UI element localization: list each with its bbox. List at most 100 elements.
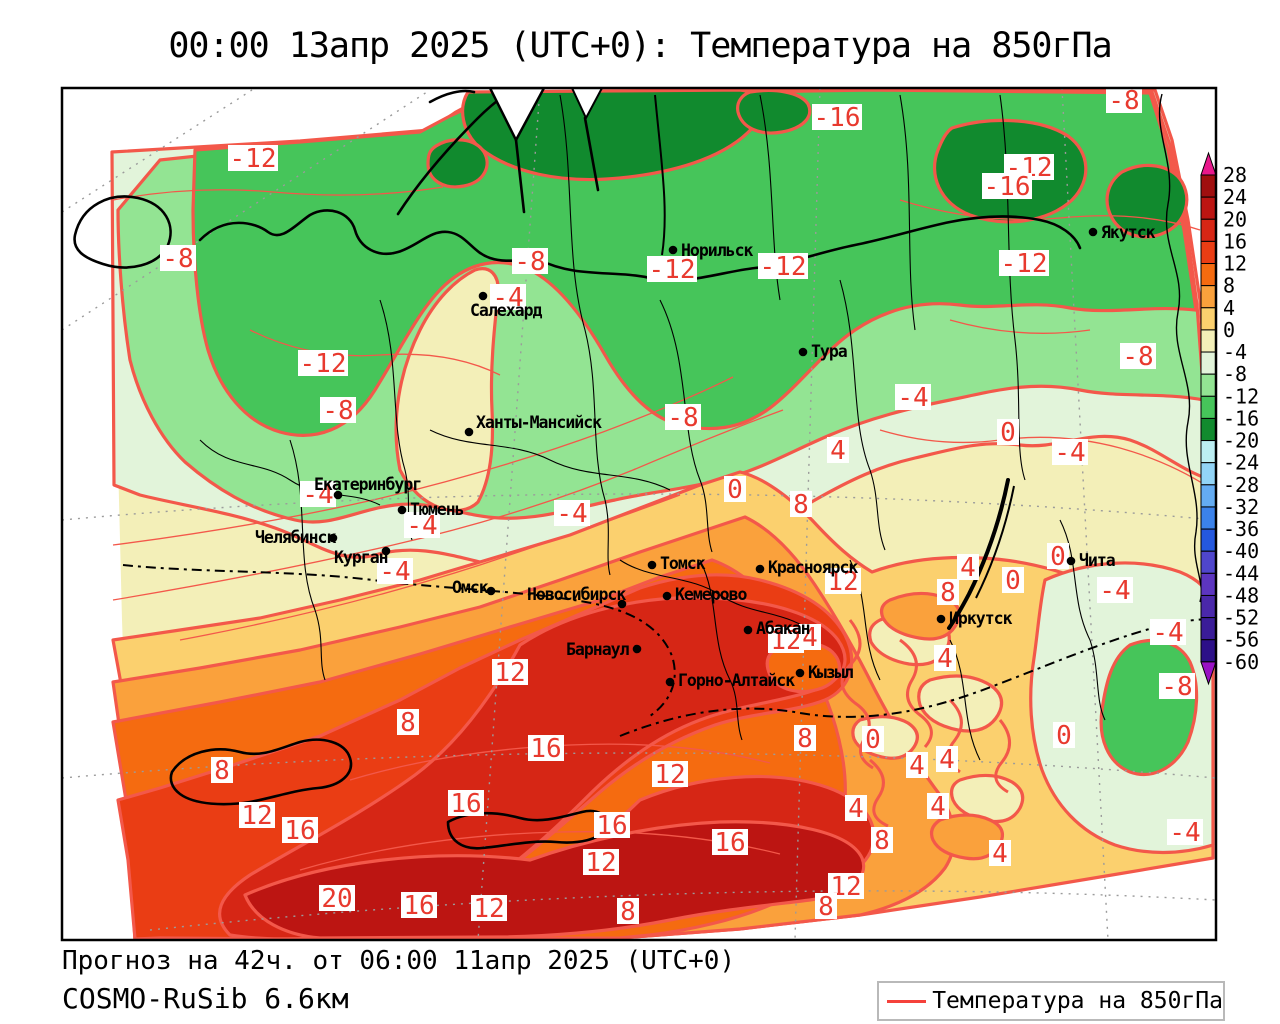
contour-label-box xyxy=(320,397,356,423)
contour-label: 8 xyxy=(793,490,809,520)
colorbar-band xyxy=(1200,417,1217,442)
contour-label-box xyxy=(862,726,884,752)
colorbar-label: 0 xyxy=(1223,318,1235,342)
coastline-island xyxy=(428,89,476,104)
colorbar-band xyxy=(1200,373,1217,397)
region-border xyxy=(899,94,916,331)
contour-label: 8 xyxy=(874,826,890,856)
contour-label-box xyxy=(827,437,849,463)
contour-line xyxy=(179,494,681,641)
colorbar-label: 8 xyxy=(1223,274,1235,298)
contour-label: 16 xyxy=(450,789,481,819)
city-marker xyxy=(795,668,805,678)
city-marker xyxy=(617,599,627,609)
colorbar-band xyxy=(1200,506,1217,530)
contour-label-box xyxy=(401,892,437,918)
city-marker xyxy=(1088,227,1098,237)
contour-label-box xyxy=(1002,567,1024,593)
region-border xyxy=(659,299,713,553)
contour-line xyxy=(994,719,1011,794)
river-yenisei xyxy=(654,94,666,256)
colorbar-label: -16 xyxy=(1223,406,1259,430)
city-label: Курган xyxy=(334,548,388,567)
contour-label: 4 xyxy=(830,436,846,466)
colorbar-band xyxy=(1200,572,1217,596)
colorbar-label: -52 xyxy=(1223,606,1259,630)
contour-label-box xyxy=(282,817,318,843)
contour-line xyxy=(112,186,444,201)
city-label: Кемерово xyxy=(675,585,748,604)
gulf-taz xyxy=(583,116,600,192)
contour-line xyxy=(299,831,781,871)
city-label: Тура xyxy=(811,342,847,361)
contour-label: -8 xyxy=(322,396,353,426)
contour-label: 12 xyxy=(473,894,504,924)
contour-label: -12 xyxy=(300,349,347,379)
contour-label: 16 xyxy=(403,891,434,921)
city-label: Горно-Алтайск xyxy=(678,671,795,690)
contour-label-box xyxy=(528,735,564,761)
contour-label: -4 xyxy=(379,557,410,587)
contour-label-box xyxy=(1120,343,1156,369)
colorbar-label: -36 xyxy=(1223,517,1259,541)
coastline xyxy=(198,209,542,263)
contour-label: 16 xyxy=(596,811,627,841)
contour-label: -4 xyxy=(1054,438,1085,468)
contour-label-box xyxy=(999,250,1049,276)
city-label: Иркутск xyxy=(949,609,1013,628)
contour-label: -16 xyxy=(984,172,1031,202)
contour-line xyxy=(112,376,734,546)
city-marker xyxy=(464,427,474,437)
lake-baikal-shore xyxy=(975,485,1015,599)
contour-label: 4 xyxy=(939,745,955,775)
contour-line xyxy=(249,329,501,376)
map-legend: Температура на 850гПа xyxy=(877,981,1225,1021)
colorbar-band xyxy=(1200,395,1217,419)
contour-label-box xyxy=(319,885,355,911)
legend-label: Температура на 850гПа xyxy=(932,988,1223,1014)
city-label: Чита xyxy=(1079,551,1115,570)
colorbar-band xyxy=(1200,639,1217,663)
colorbar-band xyxy=(1200,462,1217,486)
city-label: Норильск xyxy=(681,241,754,260)
contour-label: -4 xyxy=(406,511,437,541)
contour-label-box xyxy=(665,404,701,430)
colorbar-label: 12 xyxy=(1223,252,1247,276)
contour-label-box xyxy=(160,245,196,271)
colorbar-band xyxy=(1200,440,1217,464)
colorbar-label: -12 xyxy=(1223,384,1259,408)
contour-label: 12 xyxy=(827,567,858,597)
contour-label: -8 xyxy=(1122,342,1153,372)
contour-label-box xyxy=(812,104,862,130)
colorbar-label: -56 xyxy=(1223,628,1259,652)
contour-label: -8 xyxy=(1108,86,1139,116)
city-marker xyxy=(936,614,946,624)
colorbar-label: -24 xyxy=(1223,451,1259,475)
colorbar-label: -40 xyxy=(1223,539,1259,563)
contour-label-box xyxy=(895,384,931,410)
city-label: Барнаул xyxy=(566,640,630,659)
contour-label: -4 xyxy=(556,499,587,529)
gulf-notch xyxy=(489,89,545,143)
contour-label: 8 xyxy=(400,708,416,738)
city-label: Кызыл xyxy=(808,663,854,682)
colorbar-label: -8 xyxy=(1223,362,1247,386)
city-label: Томск xyxy=(660,554,706,573)
contour-label-box xyxy=(927,793,949,819)
colorbar-label: -32 xyxy=(1223,495,1259,519)
temperature-contour-line-swatch xyxy=(887,999,927,1003)
colorbar-label: -28 xyxy=(1223,473,1259,497)
contour-label-box xyxy=(228,145,278,171)
city-label: Абакан xyxy=(756,619,810,638)
state-border xyxy=(122,564,676,717)
city-label: Ханты-Мансийск xyxy=(476,413,602,432)
contour-label-box xyxy=(1150,619,1186,645)
city-marker xyxy=(486,586,496,596)
colorbar-band xyxy=(1200,550,1217,574)
contour-label-box xyxy=(594,812,630,838)
temperature-region xyxy=(426,138,489,189)
temperature-region xyxy=(736,89,812,135)
colorbar-label: 20 xyxy=(1223,207,1247,231)
contour-label: 0 xyxy=(865,725,881,755)
